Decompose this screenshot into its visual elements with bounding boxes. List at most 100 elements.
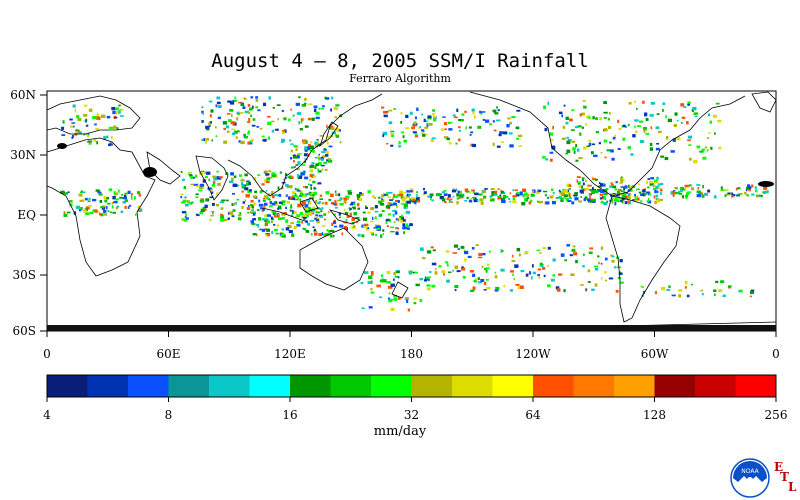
rain-pixel xyxy=(248,111,251,114)
rain-pixel xyxy=(256,209,260,211)
rain-pixel xyxy=(757,195,762,198)
rain-pixel xyxy=(320,107,324,110)
rain-pixel xyxy=(250,96,254,99)
rain-pixel xyxy=(507,117,511,120)
rain-pixel xyxy=(308,202,312,205)
rain-pixel xyxy=(271,120,275,123)
rain-pixel xyxy=(212,181,216,184)
rain-pixel xyxy=(561,137,566,140)
rain-pixel xyxy=(293,211,297,214)
rain-pixel xyxy=(210,109,214,113)
rain-pixel xyxy=(264,218,269,221)
rain-pixel xyxy=(111,205,114,209)
rain-pixel xyxy=(306,222,311,226)
rain-pixel xyxy=(608,277,614,280)
rain-pixel xyxy=(584,188,590,191)
lon-label: 0 xyxy=(43,347,51,361)
rain-pixel xyxy=(298,175,303,179)
rain-pixel xyxy=(448,199,451,203)
rain-pixel xyxy=(378,200,383,204)
rain-pixel xyxy=(296,174,299,178)
rain-pixel xyxy=(371,273,374,276)
rain-pixel xyxy=(652,184,655,188)
rain-pixel xyxy=(417,200,420,203)
rain-pixel xyxy=(435,193,441,197)
rain-pixel xyxy=(246,182,249,186)
rain-pixel xyxy=(74,108,77,113)
rain-pixel xyxy=(473,199,477,203)
rain-pixel xyxy=(275,232,279,235)
rain-pixel xyxy=(92,116,97,120)
rain-pixel xyxy=(388,191,393,194)
rain-pixel xyxy=(479,110,482,113)
rain-pixel xyxy=(252,233,257,236)
rain-pixel xyxy=(595,178,598,181)
rain-pixel xyxy=(310,141,312,144)
rain-pixel xyxy=(309,193,314,197)
rain-pixel xyxy=(421,113,424,116)
rain-pixel xyxy=(591,191,595,194)
rain-pixel xyxy=(537,189,542,193)
rain-pixel xyxy=(570,273,575,277)
coastline-greenland xyxy=(751,91,777,113)
rain-pixel xyxy=(448,142,452,145)
rain-pixel xyxy=(647,192,650,195)
rain-pixel xyxy=(617,190,621,194)
rain-pixel xyxy=(405,114,409,118)
rain-pixel xyxy=(416,107,419,111)
rain-pixel xyxy=(240,182,244,186)
rain-pixel xyxy=(366,227,369,231)
rain-pixel xyxy=(606,200,608,203)
rain-pixel xyxy=(595,117,598,120)
etl-letter-t: T xyxy=(780,470,789,484)
rain-pixel xyxy=(578,200,582,203)
rain-pixel xyxy=(329,234,333,238)
rain-pixel xyxy=(296,112,302,115)
rain-pixel xyxy=(633,196,638,199)
rain-pixel xyxy=(335,134,340,138)
rain-pixel xyxy=(455,142,458,145)
rain-pixel xyxy=(382,233,385,235)
rain-pixel xyxy=(439,195,445,200)
rain-pixel xyxy=(685,186,687,190)
rain-pixel xyxy=(393,221,396,223)
rain-pixel xyxy=(237,214,242,217)
rain-pixel xyxy=(470,197,472,200)
rain-pixel xyxy=(397,217,401,220)
rain-pixel xyxy=(388,121,393,125)
rain-pixel xyxy=(500,190,505,194)
rain-pixel xyxy=(99,200,103,203)
rain-pixel xyxy=(426,124,429,127)
rain-pixel xyxy=(568,197,573,199)
rain-pixel xyxy=(426,276,430,279)
rain-pixel xyxy=(313,186,315,189)
rain-pixel xyxy=(283,178,286,181)
coastline-east-asia xyxy=(227,93,383,197)
rain-pixel xyxy=(131,193,133,196)
rain-pixel xyxy=(212,212,214,215)
rain-pixel xyxy=(398,145,402,148)
rain-pixel xyxy=(365,205,367,209)
rain-pixel xyxy=(600,190,605,193)
rain-pixel xyxy=(264,179,268,182)
rain-pixel xyxy=(85,197,88,201)
rain-pixel xyxy=(250,139,252,143)
rain-pixel xyxy=(464,110,467,113)
rain-pixel xyxy=(208,122,211,126)
legend-tick-label: 16 xyxy=(282,408,297,420)
rain-pixel xyxy=(346,216,350,218)
rain-pixel xyxy=(710,146,713,150)
rain-pixel xyxy=(278,201,284,204)
rain-pixel xyxy=(512,189,515,192)
rain-pixel xyxy=(581,126,584,129)
rain-pixel xyxy=(528,271,532,275)
rain-pixel xyxy=(343,208,346,211)
rain-pixel xyxy=(443,136,449,139)
rain-pixel xyxy=(558,189,561,192)
rain-pixel xyxy=(416,194,418,198)
rain-pixel xyxy=(446,197,450,200)
rain-pixel xyxy=(731,195,734,198)
rain-pixel xyxy=(539,263,544,267)
rain-pixel xyxy=(204,208,207,211)
rain-pixel xyxy=(550,139,554,141)
